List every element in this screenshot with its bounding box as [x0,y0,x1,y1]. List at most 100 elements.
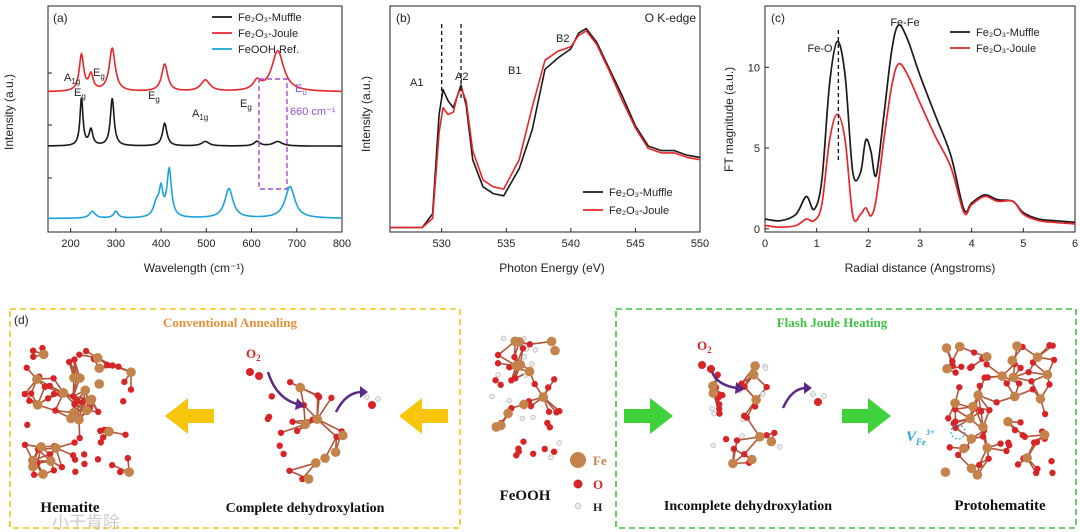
fe-vacancy-site [950,424,966,440]
fe-atom [330,447,341,457]
o-atom [1005,439,1012,446]
o-atom [52,407,59,414]
o-atom [730,445,738,453]
o-atom [715,401,723,408]
fe-atom [997,371,1007,381]
fe-atom [748,369,759,380]
h-atom [495,371,501,378]
fe-atom [550,345,560,356]
x-tick-label: 600 [242,238,260,250]
o-atom [968,363,975,370]
o-atom [497,381,504,389]
o-atom [550,376,558,383]
fe-atom [751,394,761,405]
fe-atom [1003,416,1013,427]
arrow-to-complete [399,398,448,434]
arrow-to-protohematite [842,398,891,434]
panel-b-legend: Fe₂O₃-Muffle Fe₂O₃-Joule [583,187,673,217]
o-atom [1011,426,1019,434]
o-atom [286,467,293,474]
fe-atom [312,414,322,424]
o-atom [24,421,31,429]
panel-b-label: (b) [396,11,411,25]
o-atom [981,374,988,381]
feooh-structure [489,335,563,461]
fe-atom [1012,341,1022,351]
fe-atom [519,399,529,410]
flash-title: Flash Joule Heating [777,315,888,330]
fe-atom [58,388,69,398]
o-atom [541,445,548,453]
x-tick-label: 800 [333,238,351,250]
o-atom [954,451,962,459]
peak-label: A1g [64,72,80,86]
o-atom [76,351,83,358]
o-atom [44,395,52,402]
y-tick-label: 10 [748,62,760,74]
o-atom [771,429,778,437]
peak-label-b2: B2 [556,33,569,45]
o-atom [716,391,724,399]
legend-joule: Fe₂O₃-Joule [976,43,1036,55]
o-atom [983,361,990,368]
fe-atom [973,390,983,401]
y-tick-label: 0 [754,224,760,236]
legend-h-label: H [593,500,603,514]
water-release-arrow [334,390,363,413]
o-atom [289,418,296,425]
fe-atom [1032,352,1043,363]
o-atom [72,468,79,475]
panel-d-label: (d) [14,313,29,327]
o-atom [27,390,35,397]
o-atom [513,452,520,459]
peak-label-fe-fe: Fe-Fe [890,17,919,29]
h-atom [489,393,495,400]
o2-atom [246,368,254,376]
fe-atom [74,414,84,425]
o-atom [115,363,122,370]
o-atom [527,402,535,410]
protohematite-structure [940,341,1058,480]
peak-label: Eg [148,90,160,104]
fe-atom [728,458,738,469]
panel-b-frame [389,5,701,233]
x-tick-label: 3 [917,238,923,250]
fe-atom [942,363,952,374]
o-atom [985,455,992,462]
fe-atom [958,443,969,454]
flash-joule-box [615,308,1077,529]
water-h-atom [375,396,381,402]
fe-atom [546,336,557,347]
legend-feooh: FeOOH Ref. [238,44,299,56]
o-atom [80,451,88,458]
fe-atom [36,442,47,452]
fe-atom [303,474,314,484]
o-atom [21,441,29,449]
x-tick-label: 540 [562,238,580,250]
fe-atom [511,361,521,371]
o-atom [1033,438,1041,446]
fe-atom [126,367,136,378]
arrow-to-incomplete [624,398,673,434]
fe-atom [950,398,960,408]
o-atom [556,407,563,415]
fe-atom [766,436,777,447]
panel-a-xlabel: Wavelength (cm⁻¹) [144,261,245,275]
arrow-head [295,398,305,410]
fe-atom [1022,453,1032,463]
fe-atom [754,431,765,442]
peak-label: Eg [240,98,252,112]
o-atom [58,463,66,471]
hematite-label: Hematite [40,500,99,516]
legend-fe-label: Fe [593,453,607,468]
legend-joule: Fe₂O₃-Joule [609,205,669,217]
panel-a-x-axis: 200 300 400 500 600 700 800 [61,228,351,250]
o-atom [108,461,116,469]
h-atom [710,442,716,449]
h-atom [776,444,783,450]
o-atom [714,371,721,379]
o-atom [741,451,748,458]
h-atom [739,433,745,439]
o-atom [23,364,30,371]
fe-atom [300,419,310,430]
